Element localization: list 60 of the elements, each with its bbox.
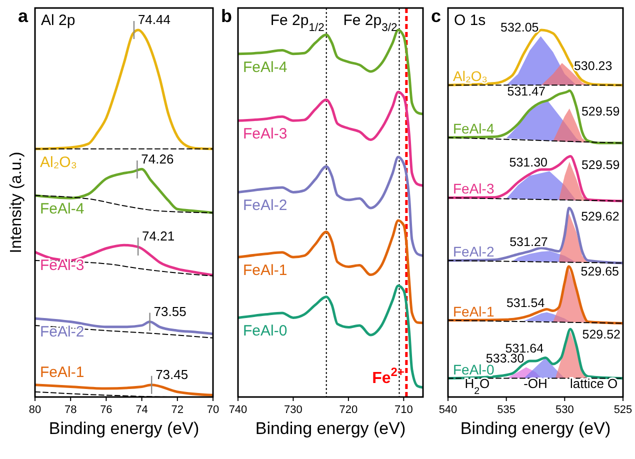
x-tick-label: 72: [171, 404, 184, 416]
x-axis-title: Binding energy (eV): [255, 419, 406, 438]
x-tick-label: 78: [64, 404, 77, 416]
series-label: FeAl-1: [40, 364, 84, 381]
annotation: 531.27: [510, 234, 548, 249]
annotation: 529.65: [580, 264, 620, 279]
x-axis-title: Binding energy (eV): [48, 419, 200, 438]
series-label: FeAl-3: [243, 126, 288, 143]
x-tick-label: 720: [339, 404, 358, 416]
series-label: FeAl-0: [243, 322, 288, 340]
y-axis-title: Intensity (a.u.): [8, 152, 25, 254]
series-label: FeAl-1: [243, 262, 288, 280]
x-tick-label: 74: [136, 404, 148, 416]
chart-title: b: [221, 6, 232, 26]
chart-title: c: [431, 6, 442, 26]
x-tick-label: 530: [555, 404, 574, 416]
annotation: -OH: [524, 376, 548, 391]
chart-subtitle: Al 2p: [41, 12, 76, 29]
annotation: 531.54: [506, 296, 545, 310]
x-tick-label: 70: [206, 404, 220, 416]
x-tick-label: 740: [228, 404, 248, 416]
series-label: Al₂O₃: [453, 68, 488, 84]
annotation: 73.55: [154, 304, 186, 319]
series-label: FeAl-4: [243, 58, 288, 76]
annotation: 529.62: [581, 210, 620, 224]
x-tick-label: 710: [394, 404, 413, 416]
series-label: FeAl-4: [40, 200, 84, 218]
series-label: FeAl-2: [453, 243, 494, 260]
x-tick-label: 80: [28, 404, 42, 416]
series-label: FeAl-2: [40, 323, 84, 340]
annotation: 74.26: [141, 151, 174, 166]
annotation: 529.59: [581, 104, 620, 119]
annotation: 73.45: [156, 366, 188, 382]
ref-line-label: Fe$^{2+}$: [372, 365, 404, 387]
annotation: lattice O: [570, 376, 618, 391]
series-label: FeAl-3: [40, 257, 84, 274]
annotation: 532.05: [500, 20, 539, 34]
ref-line-label: Fe 2p$_{1/2}$: [270, 12, 324, 34]
series-label: FeAl-4: [453, 120, 494, 137]
chart-title: a: [18, 6, 29, 26]
annotation: H$_{2}$O: [464, 376, 490, 396]
annotation: 74.21: [142, 228, 175, 244]
chart-subtitle: O 1s: [454, 12, 486, 29]
series-label: FeAl-1: [453, 303, 494, 320]
annotation: 74.44: [138, 12, 171, 28]
x-tick-label: 730: [284, 404, 302, 416]
annotation: 529.52: [582, 327, 621, 342]
annotation: 530.23: [574, 59, 612, 74]
x-tick-label: 525: [614, 404, 632, 416]
x-tick-label: 76: [100, 404, 112, 416]
ref-line-label: Fe 2p$_{3/2}$: [343, 12, 398, 34]
annotation: 531.30: [509, 155, 548, 170]
series-label: FeAl-2: [243, 197, 288, 214]
series-label: FeAl-3: [453, 180, 494, 197]
annotation: 531.47: [507, 84, 546, 98]
x-tick-label: 535: [497, 404, 516, 416]
x-tick-label: 540: [438, 404, 458, 416]
annotation: 529.59: [581, 158, 620, 172]
series-label: Al₂O₃: [40, 154, 77, 171]
x-axis-title: Binding energy (eV): [460, 419, 611, 438]
